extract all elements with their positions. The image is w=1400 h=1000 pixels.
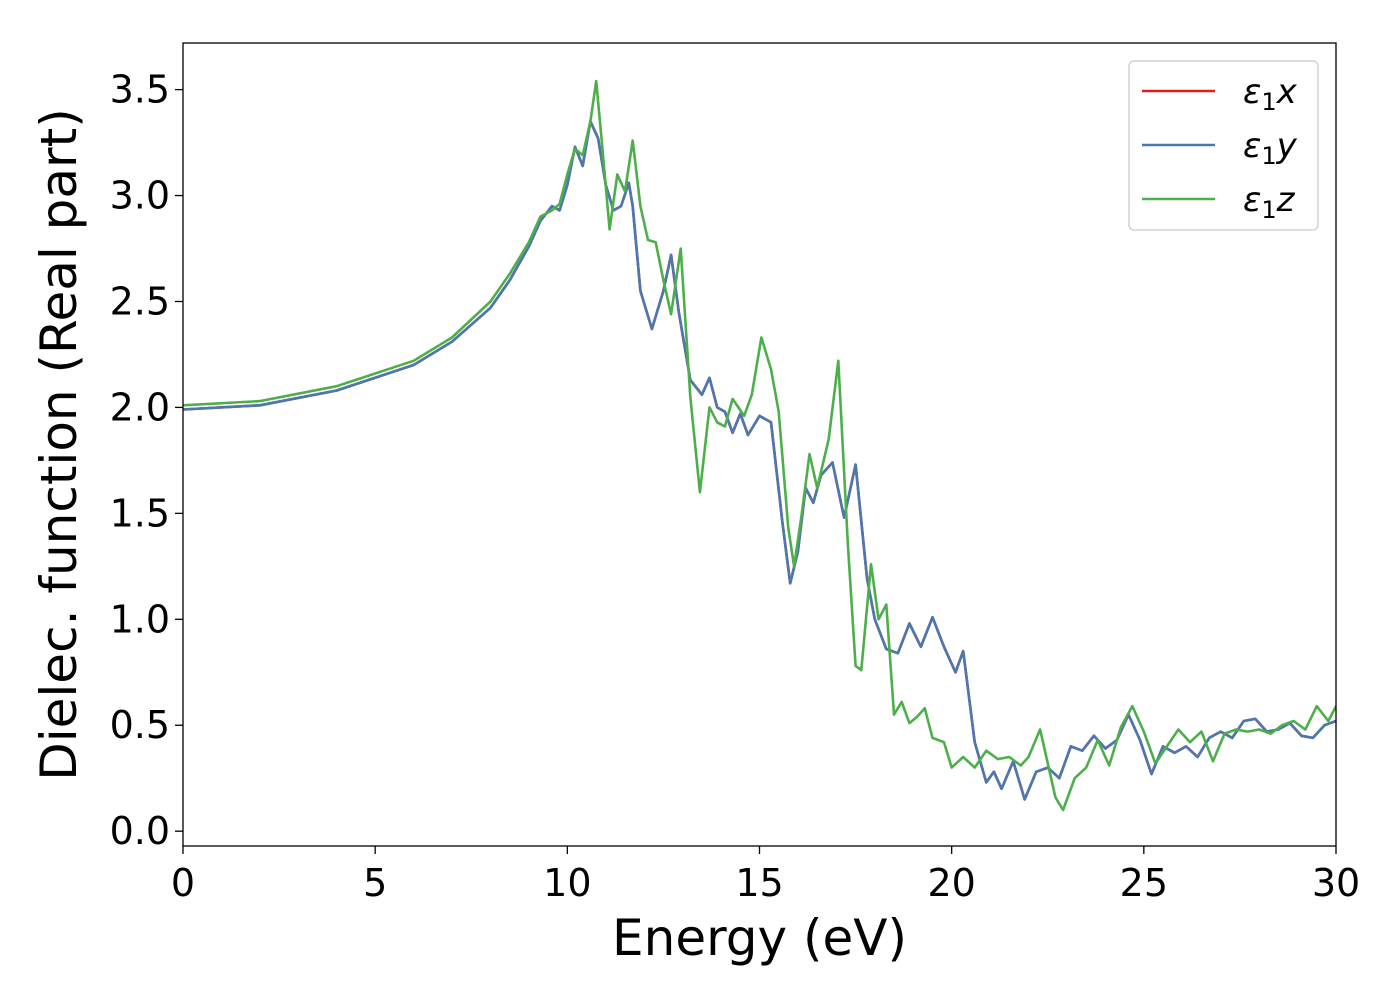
x-tick-label: 15 [735, 861, 783, 905]
y-tick-label: 3.5 [110, 68, 170, 112]
y-tick-label: 0.5 [110, 703, 170, 747]
y-tick-label: 2.5 [110, 279, 170, 323]
legend-label-z: ε1z [1243, 180, 1296, 224]
y-tick-label: 0.0 [110, 809, 170, 853]
series-line-z [183, 79, 1336, 812]
x-tick-label: 30 [1312, 861, 1360, 905]
y-tick-label: 2.0 [110, 385, 170, 429]
legend-label-y: ε1y [1243, 126, 1298, 170]
legend-label-x: ε1x [1243, 72, 1298, 116]
x-tick-label: 0 [171, 861, 195, 905]
series-line-y [183, 120, 1336, 801]
series-layer [183, 79, 1336, 812]
y-tick-label: 1.0 [110, 597, 170, 641]
x-axis-label: Energy (eV) [612, 909, 907, 967]
x-tick-label: 5 [363, 861, 387, 905]
x-tick-label: 20 [927, 861, 975, 905]
y-axis-label: Dielec. function (Real part) [30, 108, 88, 780]
y-tick-label: 1.5 [110, 491, 170, 535]
ticks-layer: 0 5 10 15 20 25 30 0.0 0.5 1.0 1.5 2.0 2.5 3.0 3.5 [110, 68, 1361, 905]
x-tick-label: 25 [1120, 861, 1168, 905]
x-tick-label: 10 [543, 861, 591, 905]
legend: ε1x ε1y ε1z [1128, 60, 1319, 231]
y-tick-label: 3.0 [110, 174, 170, 218]
legend-box [1128, 60, 1319, 231]
